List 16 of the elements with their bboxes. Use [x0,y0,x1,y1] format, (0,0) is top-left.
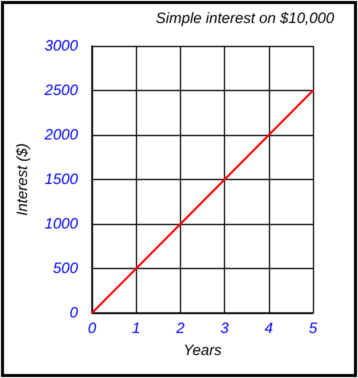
x-tick-label: 2 [175,320,186,337]
x-tick-label: 3 [220,320,230,337]
y-tick-label: 3000 [44,38,79,54]
chart-title: Simple interest on $10,000 [156,10,335,27]
y-tick-label: 0 [70,304,79,322]
x-tick-label: 0 [88,320,97,337]
y-axis-title: Interest ($) [14,143,31,216]
y-tick-label: 1000 [44,216,79,232]
x-tick-label: 5 [308,320,318,337]
x-axis-title: Years [183,342,222,359]
y-tick-label: 1500 [44,171,79,188]
x-tick-label: 1 [132,320,140,337]
y-tick-label: 500 [52,260,79,277]
y-tick-label: 2500 [44,82,79,99]
y-tick-label: 2000 [44,126,79,144]
x-tick-label: 4 [264,320,273,337]
